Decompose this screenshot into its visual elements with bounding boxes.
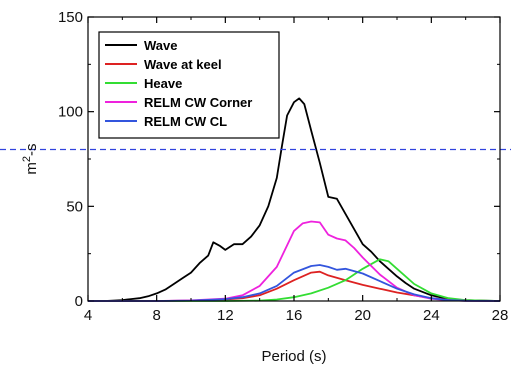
y-axis-title-suffix: -s: [23, 143, 40, 156]
ticks-layer: 4 8 12 16 20 24 28 0 50 100 150: [58, 9, 508, 324]
series-line-2: [88, 258, 501, 302]
y-tick-label: 150: [58, 9, 83, 26]
legend-label: RELM CW CL: [144, 114, 227, 129]
y-axis-title-base: m: [23, 162, 40, 175]
legend-label: Wave at keel: [144, 57, 222, 72]
y-tick-label: 0: [75, 293, 83, 310]
x-tick-label: 28: [492, 307, 509, 324]
x-tick-label: 12: [217, 307, 234, 324]
x-tick-label: 4: [84, 307, 92, 324]
y-tick-label: 50: [66, 198, 83, 215]
series-line-3: [88, 220, 501, 302]
x-tick-label: 16: [286, 307, 303, 324]
x-tick-label: 24: [423, 307, 440, 324]
x-tick-label: 8: [152, 307, 160, 324]
series-line-4: [88, 264, 501, 302]
legend-label: Heave: [144, 76, 182, 91]
legend: Wave Wave at keel Heave RELM CW Corner RELM …: [98, 31, 280, 139]
y-axis-title: m2-s: [21, 143, 40, 174]
series-layer: [88, 97, 501, 302]
legend-label: Wave: [144, 38, 177, 53]
x-axis-title: Period (s): [261, 348, 326, 365]
y-axis-title-sup: 2: [21, 156, 33, 162]
y-tick-label: 100: [58, 104, 83, 121]
x-tick-label: 20: [354, 307, 371, 324]
legend-label: RELM CW Corner: [144, 95, 252, 110]
series-line-0: [88, 97, 501, 302]
